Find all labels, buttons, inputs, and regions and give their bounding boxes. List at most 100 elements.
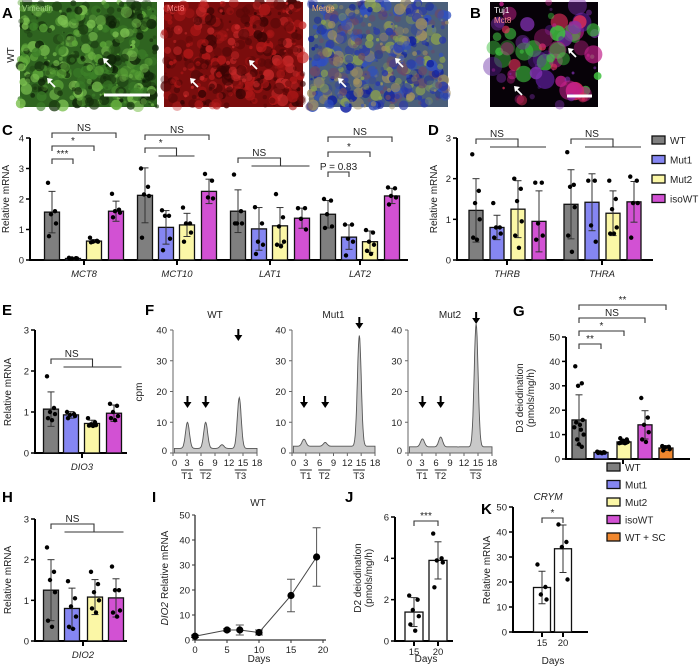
y-axis-label: D2 deiodination — [353, 543, 364, 613]
legend-swatch — [606, 532, 621, 542]
data-point — [470, 152, 475, 157]
cell-texture — [348, 3, 356, 11]
cell-texture — [263, 69, 275, 81]
cell-texture — [571, 71, 575, 75]
cell-texture — [43, 60, 50, 67]
cell-texture — [144, 57, 153, 67]
panel-g: G D3 deiodination (pmols/mg/h) 0 10 20 30 40 50 *… — [513, 295, 690, 544]
cell-texture — [274, 65, 278, 69]
cell-texture — [435, 96, 440, 101]
cell-texture — [270, 3, 274, 6]
cell-texture — [130, 96, 134, 99]
cell-texture — [205, 45, 213, 53]
cell-texture — [164, 72, 167, 75]
cell-texture — [201, 52, 211, 62]
y-tick-label: 40 — [156, 326, 167, 337]
cell-texture — [222, 46, 233, 57]
data-point — [476, 188, 481, 194]
panel-letter: F — [145, 302, 154, 319]
cell-texture — [332, 56, 344, 67]
y-tick-label: 0 — [446, 256, 451, 267]
cell-texture — [93, 27, 99, 33]
fraction-label: T2 — [200, 471, 211, 482]
arrow-head — [321, 402, 330, 408]
significance-label: * — [551, 508, 555, 519]
y-tick-label: 20 — [156, 387, 167, 398]
data-point — [571, 182, 576, 187]
cell-texture — [440, 25, 445, 30]
data-point — [239, 221, 245, 226]
cell-texture — [221, 11, 225, 15]
cell-texture — [440, 19, 443, 22]
cell-texture — [593, 66, 597, 70]
cell-texture — [110, 99, 122, 110]
cell-texture — [35, 16, 39, 20]
cell-texture — [234, 24, 240, 30]
fraction-label: T2 — [435, 471, 446, 482]
cell-texture — [431, 69, 440, 78]
legend-item-wt-sc: WT + SC — [606, 532, 666, 544]
y-tick-label: 30 — [391, 356, 402, 367]
y-tick-label: 30 — [549, 381, 560, 392]
data-point — [278, 244, 284, 249]
down-arrow-icon — [436, 396, 445, 408]
cell-texture — [105, 13, 115, 24]
cell-texture — [223, 102, 230, 109]
cell-texture — [344, 54, 354, 64]
cell-texture — [499, 40, 516, 56]
cell-texture — [102, 27, 108, 33]
data-point — [386, 202, 392, 207]
cell-texture — [361, 33, 367, 39]
data-point — [67, 412, 73, 418]
data-point — [45, 415, 51, 421]
cell-texture — [327, 67, 340, 80]
cell-texture — [114, 75, 118, 78]
cell-texture — [507, 69, 518, 80]
data-point — [45, 618, 51, 623]
cell-texture — [184, 94, 187, 98]
cell-texture — [107, 46, 115, 54]
cell-texture — [120, 53, 129, 63]
cell-texture — [375, 81, 381, 87]
cell-texture — [90, 72, 98, 80]
cell-texture — [111, 38, 121, 47]
data-point — [74, 256, 80, 261]
cell-texture — [292, 66, 297, 71]
cell-texture — [244, 37, 253, 46]
cell-texture — [396, 37, 405, 46]
cell-texture — [146, 5, 152, 11]
significance-bracket — [578, 317, 646, 323]
cell-texture — [321, 4, 325, 8]
data-point — [112, 418, 118, 423]
cell-texture — [374, 50, 384, 60]
data-point — [160, 248, 166, 253]
cell-texture — [32, 23, 39, 30]
cell-texture — [168, 60, 174, 66]
cell-texture — [585, 54, 591, 61]
cell-texture — [174, 80, 182, 89]
cell-texture — [418, 66, 428, 76]
cell-texture — [129, 45, 133, 49]
cell-texture — [413, 80, 420, 87]
data-point — [96, 598, 102, 603]
cell-texture — [354, 9, 360, 15]
data-point — [491, 200, 496, 206]
cell-texture — [394, 24, 398, 28]
cell-texture — [360, 103, 365, 108]
data-point — [88, 240, 94, 245]
y-tick-label: 2 — [384, 595, 389, 606]
data-point — [116, 587, 122, 593]
significance-bracket — [50, 523, 95, 532]
channel-label-merge: Merge — [312, 4, 335, 13]
cell-texture — [246, 38, 250, 41]
x-tick-label: 0 — [291, 458, 296, 469]
panel-e: E Relative mRNA 0 1 2 3 DIO3 NS — [2, 302, 127, 473]
y-tick-label: 0 — [185, 636, 190, 647]
data-point — [343, 253, 349, 258]
cell-texture — [23, 70, 27, 74]
cell-texture — [51, 67, 59, 75]
data-point — [281, 239, 287, 244]
